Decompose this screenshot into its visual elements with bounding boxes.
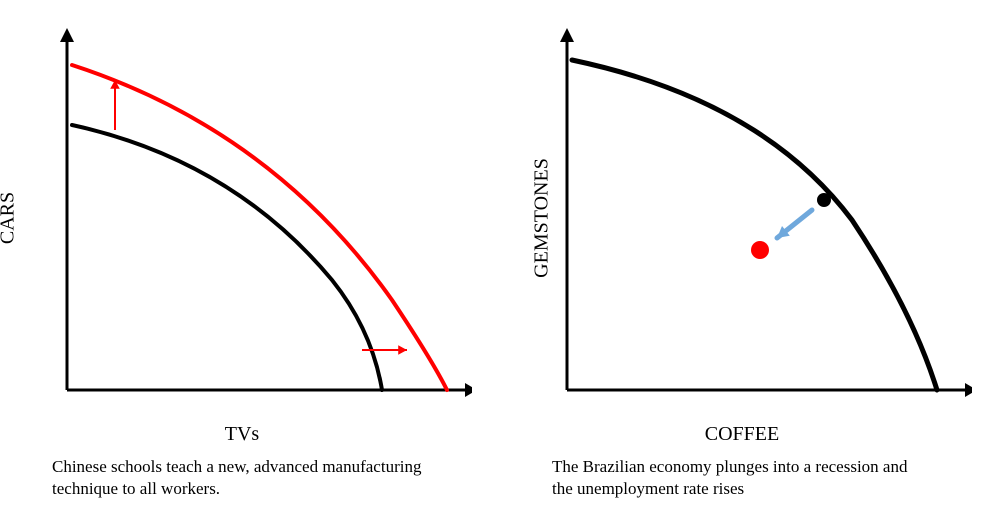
left-ylabel: CARS: [0, 191, 20, 243]
right-ylabel: GEMSTONES: [530, 158, 553, 278]
left-xlabel: TVs: [225, 423, 259, 446]
right-svg: [512, 20, 972, 410]
left-svg: [12, 20, 472, 410]
right-caption: The Brazilian economy plunges into a rec…: [552, 456, 932, 500]
right-xlabel: COFFEE: [705, 423, 779, 446]
right-panel: GEMSTONES COFFEE The Brazilian economy p…: [512, 20, 972, 500]
left-chart: CARS: [12, 20, 472, 415]
left-caption: Chinese schools teach a new, advanced ma…: [52, 456, 432, 500]
right-chart: GEMSTONES: [512, 20, 972, 415]
charts-row: CARS TVs Chinese schools teach a new, ad…: [20, 20, 964, 500]
left-panel: CARS TVs Chinese schools teach a new, ad…: [12, 20, 472, 500]
